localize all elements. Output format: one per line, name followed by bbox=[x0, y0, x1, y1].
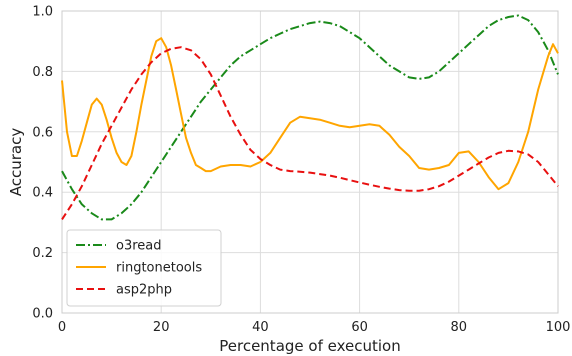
x-axis-label: Percentage of execution bbox=[219, 337, 400, 355]
legend: o3read ringtonetools asp2php bbox=[66, 229, 222, 307]
x-tick-labels: 0 20 40 60 80 100 bbox=[58, 320, 571, 335]
y-tick-label: 0.2 bbox=[32, 246, 53, 261]
y-tick-label: 0.6 bbox=[32, 125, 53, 140]
series-line-ringtonetools bbox=[61, 37, 559, 191]
y-tick-label: 0.8 bbox=[32, 65, 53, 80]
x-tick-label: 0 bbox=[58, 320, 66, 335]
y-tick-label: 0.4 bbox=[32, 186, 53, 201]
x-tick-label: 40 bbox=[252, 320, 269, 335]
legend-label: o3read bbox=[116, 239, 162, 254]
x-tick-label: 60 bbox=[351, 320, 368, 335]
legend-label: ringtonetools bbox=[116, 261, 202, 276]
y-tick-labels: 0.0 0.2 0.4 0.6 0.8 1.0 bbox=[32, 5, 53, 322]
series-line-asp2php bbox=[61, 46, 559, 220]
series-lines bbox=[61, 14, 559, 221]
y-tick-label: 0.0 bbox=[32, 307, 53, 322]
legend-box bbox=[66, 229, 222, 307]
x-tick-label: 100 bbox=[546, 320, 571, 335]
plot-frame bbox=[61, 10, 559, 314]
y-axis-label: Accuracy bbox=[7, 128, 25, 197]
y-tick-label: 1.0 bbox=[32, 5, 53, 20]
series-line-o3read bbox=[61, 14, 559, 221]
x-tick-label: 80 bbox=[451, 320, 468, 335]
legend-label: asp2php bbox=[116, 283, 172, 298]
x-tick-label: 20 bbox=[153, 320, 170, 335]
